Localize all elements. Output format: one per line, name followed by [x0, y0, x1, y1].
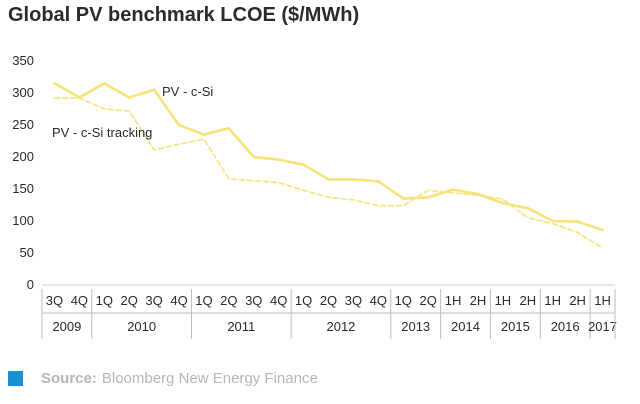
year-label-2011: 2011 — [227, 319, 255, 334]
source-label: Source: — [41, 369, 97, 387]
series-label-pv-c-si-tracking: PV - c-Si tracking — [52, 125, 152, 140]
x-tick-label: 2Q — [320, 293, 337, 308]
year-label-2014: 2014 — [451, 319, 480, 334]
year-label-2012: 2012 — [326, 319, 355, 334]
year-label-2013: 2013 — [401, 319, 430, 334]
x-tick-label: 1H — [544, 293, 561, 308]
x-tick-label: 2Q — [121, 293, 138, 308]
series-labels: PV - c-Si PV - c-Si tracking — [52, 84, 213, 140]
x-axis: 3Q 4Q 1Q 2Q 3Q 4Q 1Q 2Q 3Q 4Q 1Q 2Q 3Q 4Q 1Q 2Q 1H 2H 1H 2H… — [41, 284, 617, 339]
x-tick-label: 3Q — [245, 293, 262, 308]
source-marker — [8, 370, 23, 386]
x-tick-label: 3Q — [345, 293, 362, 308]
year-label-2016: 2016 — [551, 319, 580, 334]
x-tick-label: 4Q — [370, 293, 387, 308]
y-tick-label-50: 50 — [20, 245, 34, 260]
y-tick-label-350: 350 — [12, 53, 34, 68]
series-line-pv-c-si-tracking — [53, 97, 604, 249]
x-tick-label: 1H — [445, 293, 462, 308]
y-tick-label-250: 250 — [12, 117, 34, 132]
year-label-2009: 2009 — [52, 319, 81, 334]
x-tick-label: 2Q — [220, 293, 237, 308]
y-tick-label-200: 200 — [12, 149, 34, 164]
chart-title: Global PV benchmark LCOE ($/MWh) — [8, 4, 360, 26]
x-tick-label: 1H — [594, 293, 611, 308]
x-tick-label: 4Q — [170, 293, 187, 308]
x-tick-label: 1Q — [96, 293, 113, 308]
x-tick-label: 1H — [495, 293, 512, 308]
y-tick-label-300: 300 — [12, 85, 34, 100]
y-tick-label-0: 0 — [27, 277, 34, 292]
x-tick-label: 1Q — [195, 293, 212, 308]
year-label-2015: 2015 — [501, 319, 530, 334]
x-tick-label: 2H — [519, 293, 536, 308]
x-tick-label: 1Q — [395, 293, 412, 308]
x-tick-label: 2H — [470, 293, 487, 308]
x-tick-label: 4Q — [71, 293, 88, 308]
series-layer — [53, 82, 604, 249]
x-tick-label: 4Q — [270, 293, 287, 308]
x-tick-label: 2Q — [419, 293, 436, 308]
source-line: Source: Bloomberg New Energy Finance — [8, 367, 318, 389]
series-label-pv-c-si: PV - c-Si — [162, 84, 213, 99]
y-tick-label-100: 100 — [12, 213, 34, 228]
y-tick-label-150: 150 — [12, 181, 34, 196]
x-tick-label: 3Q — [145, 293, 162, 308]
x-tick-label: 2H — [569, 293, 586, 308]
year-label-2010: 2010 — [127, 319, 156, 334]
x-tick-label: 1Q — [295, 293, 312, 308]
x-tick-label: 3Q — [46, 293, 63, 308]
y-axis: 0 50 100 150 200 250 300 350 — [12, 53, 34, 292]
year-label-2017: 2017 — [588, 319, 617, 334]
source-text: Bloomberg New Energy Finance — [101, 369, 318, 387]
series-line-pv-c-si — [53, 82, 604, 232]
